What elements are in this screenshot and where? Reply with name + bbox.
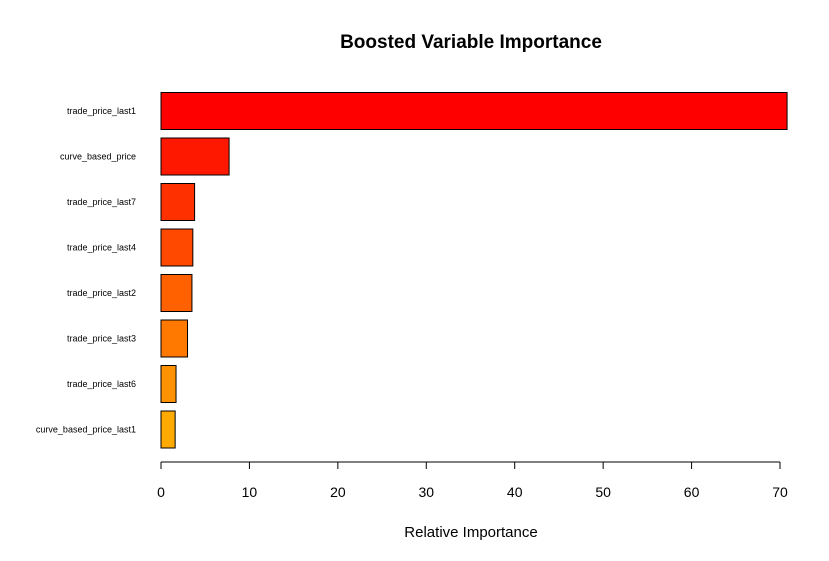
- bar-curve-based-price: [160, 137, 230, 176]
- category-label: trade_price_last3: [67, 334, 136, 344]
- category-label: trade_price_last7: [67, 197, 136, 207]
- category-label: curve_based_price: [60, 152, 136, 162]
- bar-curve-based-price-last1: [160, 410, 176, 449]
- category-labels: trade_price_last1 curve_based_price trade_…: [36, 106, 136, 435]
- x-tick-label: 20: [330, 484, 346, 500]
- category-label: curve_based_price_last1: [36, 425, 136, 435]
- x-tick-label: 70: [772, 484, 788, 500]
- x-tick-label: 0: [157, 484, 165, 500]
- bar-trade-price-last2: [160, 274, 193, 312]
- bar-trade-price-last6: [160, 365, 177, 403]
- bar-trade-price-last3: [160, 319, 189, 358]
- category-label: trade_price_last6: [67, 379, 136, 389]
- category-label: trade_price_last1: [67, 106, 136, 116]
- category-label: trade_price_last2: [67, 288, 136, 298]
- x-tick-label: 10: [242, 484, 258, 500]
- x-tick-label: 60: [684, 484, 700, 500]
- x-tick-label: 30: [418, 484, 434, 500]
- bar-trade-price-last1: [160, 92, 788, 130]
- x-axis-label: Relative Importance: [404, 524, 537, 541]
- x-axis: 0 10 20 30 40 50 60 70: [157, 461, 788, 500]
- bar-trade-price-last7: [160, 183, 196, 221]
- category-label: trade_price_last4: [67, 243, 136, 253]
- chart-title: Boosted Variable Importance: [340, 32, 602, 53]
- x-tick-label: 50: [595, 484, 611, 500]
- x-tick-label: 40: [507, 484, 523, 500]
- bar-trade-price-last4: [160, 228, 194, 267]
- bars-group: [160, 92, 788, 449]
